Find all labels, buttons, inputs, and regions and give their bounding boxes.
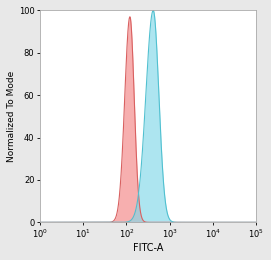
X-axis label: FITC-A: FITC-A	[133, 243, 163, 253]
Y-axis label: Normalized To Mode: Normalized To Mode	[7, 71, 16, 162]
